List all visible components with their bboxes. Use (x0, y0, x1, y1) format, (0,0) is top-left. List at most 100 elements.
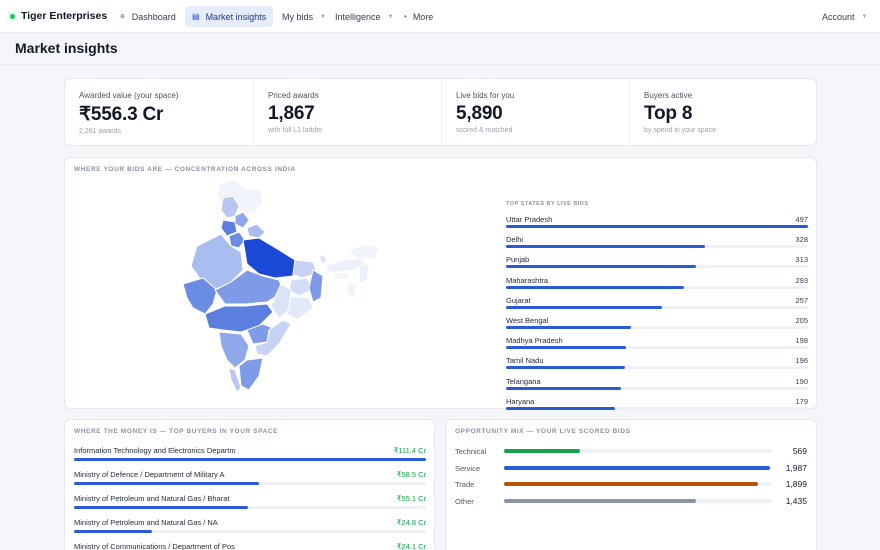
state-row[interactable]: Tamil Nadu 196 (506, 354, 808, 374)
kpi-label: Live bids for you (456, 91, 515, 100)
map-region-meghalaya[interactable] (332, 271, 350, 281)
nav-my-bids[interactable]: My bids ▼ (275, 6, 333, 27)
state-row[interactable]: Punjab 313 (506, 253, 808, 273)
nav-more[interactable]: • More (397, 6, 440, 27)
top-navbar: Tiger Enterprises ✳ Dashboard ▤ Market i… (0, 0, 880, 33)
kpi-value: ₹556.3 Cr (79, 104, 164, 125)
nav-my-bids-label: My bids (282, 11, 314, 22)
buyer-row[interactable]: Information Technology and Electronics D… (74, 446, 426, 470)
map-region-himachal[interactable] (234, 211, 250, 229)
map-region-west-bengal[interactable] (308, 269, 324, 303)
kpi-sub: scored & matched (456, 127, 513, 134)
kpi-label: Buyers active (644, 91, 693, 100)
buyer-bar-fill (74, 482, 259, 485)
buyer-row[interactable]: Ministry of Communications / Department … (74, 542, 426, 550)
map-region-kerala[interactable] (228, 367, 242, 393)
map-region-andhra-pradesh[interactable] (254, 319, 292, 357)
state-row[interactable]: Delhi 328 (506, 233, 808, 253)
mix-bar-fill (504, 482, 759, 486)
state-bar-track (506, 325, 808, 329)
mix-row[interactable]: Trade 1,899 (455, 478, 807, 494)
map-region-rajasthan[interactable] (190, 233, 244, 291)
map-region-karnataka[interactable] (218, 331, 250, 369)
state-name: West Bengal (506, 315, 549, 325)
top-states-title: TOP STATES BY LIVE BIDS (506, 201, 589, 207)
mix-row[interactable]: Service 1,987 (455, 462, 807, 478)
state-row[interactable]: Haryana 179 (506, 395, 808, 415)
map-region-arunachal[interactable] (345, 243, 380, 261)
map-region-nagaland-manipur[interactable] (358, 263, 370, 285)
map-region-jharkhand[interactable] (288, 277, 314, 297)
state-bar-track (506, 386, 808, 390)
state-count: 257 (795, 295, 808, 305)
state-row[interactable]: Telangana 190 (506, 375, 808, 395)
nav-market-insights-label: Market insights (205, 11, 267, 22)
state-count: 328 (795, 235, 808, 245)
state-row[interactable]: Uttar Pradesh 497 (506, 213, 808, 233)
state-bar-fill (506, 325, 631, 329)
mix-value: 1,987 (785, 462, 807, 473)
top-states-list: TOP STATES BY LIVE BIDS Uttar Pradesh 497… (506, 201, 808, 415)
buyer-row[interactable]: Ministry of Defence / Department of Mili… (74, 470, 426, 494)
map-region-haryana[interactable] (228, 231, 246, 249)
state-count: 190 (795, 376, 808, 386)
brand-status-dot-icon (10, 13, 15, 19)
state-row[interactable]: Maharashtra 293 (506, 274, 808, 294)
state-row[interactable]: West Bengal 205 (506, 314, 808, 334)
mix-bar-track (504, 482, 772, 486)
section-title: OPPORTUNITY MIX — YOUR LIVE SCORED BIDS (455, 428, 631, 435)
nav-more-label: More (412, 11, 434, 22)
kpi-value: Top 8 (644, 103, 693, 124)
state-count: 198 (795, 336, 808, 346)
state-bar-fill (506, 366, 626, 370)
buyer-bar-fill (74, 530, 153, 533)
india-map[interactable] (183, 180, 393, 395)
nav-market-insights[interactable]: ▤ Market insights (185, 6, 274, 27)
map-region-bihar[interactable] (292, 259, 318, 279)
state-name: Gujarat (506, 295, 531, 305)
map-region-punjab[interactable] (220, 219, 238, 237)
state-name: Telangana (506, 376, 541, 386)
brand[interactable]: Tiger Enterprises (10, 10, 107, 22)
buyer-value: ₹55.1 Cr (396, 494, 426, 503)
nav-dashboard[interactable]: ✳ Dashboard (112, 6, 183, 27)
map-region-tripura-mizoram[interactable] (346, 281, 358, 299)
map-region-uttarakhand[interactable] (246, 223, 266, 239)
state-bar-fill (506, 225, 808, 228)
mix-bar-track (504, 449, 772, 453)
buyer-value: ₹24.1 Cr (396, 542, 426, 550)
kpi-awarded-value: Awarded value (your space) ₹556.3 Cr 2,2… (65, 79, 253, 146)
opportunity-mix-card: OPPORTUNITY MIX — YOUR LIVE SCORED BIDS … (445, 419, 817, 550)
mix-row[interactable]: Other 1,435 (455, 495, 807, 511)
brand-name: Tiger Enterprises (21, 10, 108, 22)
kpi-sub: with full L1 ladder (268, 127, 323, 134)
map-region-maharashtra[interactable] (204, 303, 274, 333)
map-region-tamil-nadu[interactable] (238, 357, 264, 391)
map-region-chhattisgarh[interactable] (270, 283, 292, 319)
map-region-sikkim[interactable] (318, 253, 328, 265)
map-region-odisha[interactable] (286, 295, 314, 321)
state-row[interactable]: Madhya Pradesh 198 (506, 334, 808, 354)
nav-intelligence[interactable]: Intelligence ▼ (328, 6, 401, 27)
buyer-name: Information Technology and Electronics D… (74, 446, 236, 455)
buyer-row[interactable]: Ministry of Petroleum and Natural Gas / … (74, 518, 426, 542)
map-region-uttar-pradesh[interactable] (242, 237, 296, 279)
state-name: Tamil Nadu (506, 356, 544, 366)
buyer-row[interactable]: Ministry of Petroleum and Natural Gas / … (74, 494, 426, 518)
chevron-down-icon: ▼ (861, 13, 868, 20)
sparkle-icon: ✳ (119, 12, 126, 21)
buyer-bar-track (74, 482, 426, 485)
mix-row[interactable]: Technical 569 (455, 445, 807, 461)
state-bar-track (506, 305, 808, 309)
state-name: Haryana (506, 396, 535, 406)
buyer-name: Ministry of Petroleum and Natural Gas / … (74, 494, 230, 503)
chart-icon: ▤ (192, 12, 200, 21)
map-region-gujarat[interactable] (183, 277, 218, 315)
state-bar-fill (506, 406, 615, 410)
state-name: Maharashtra (506, 275, 549, 285)
state-bar-fill (506, 305, 663, 309)
account-menu[interactable]: Account ▼ (815, 6, 874, 27)
state-row[interactable]: Gujarat 257 (506, 294, 808, 314)
nav-intelligence-label: Intelligence (335, 11, 381, 22)
state-count: 196 (795, 356, 808, 366)
